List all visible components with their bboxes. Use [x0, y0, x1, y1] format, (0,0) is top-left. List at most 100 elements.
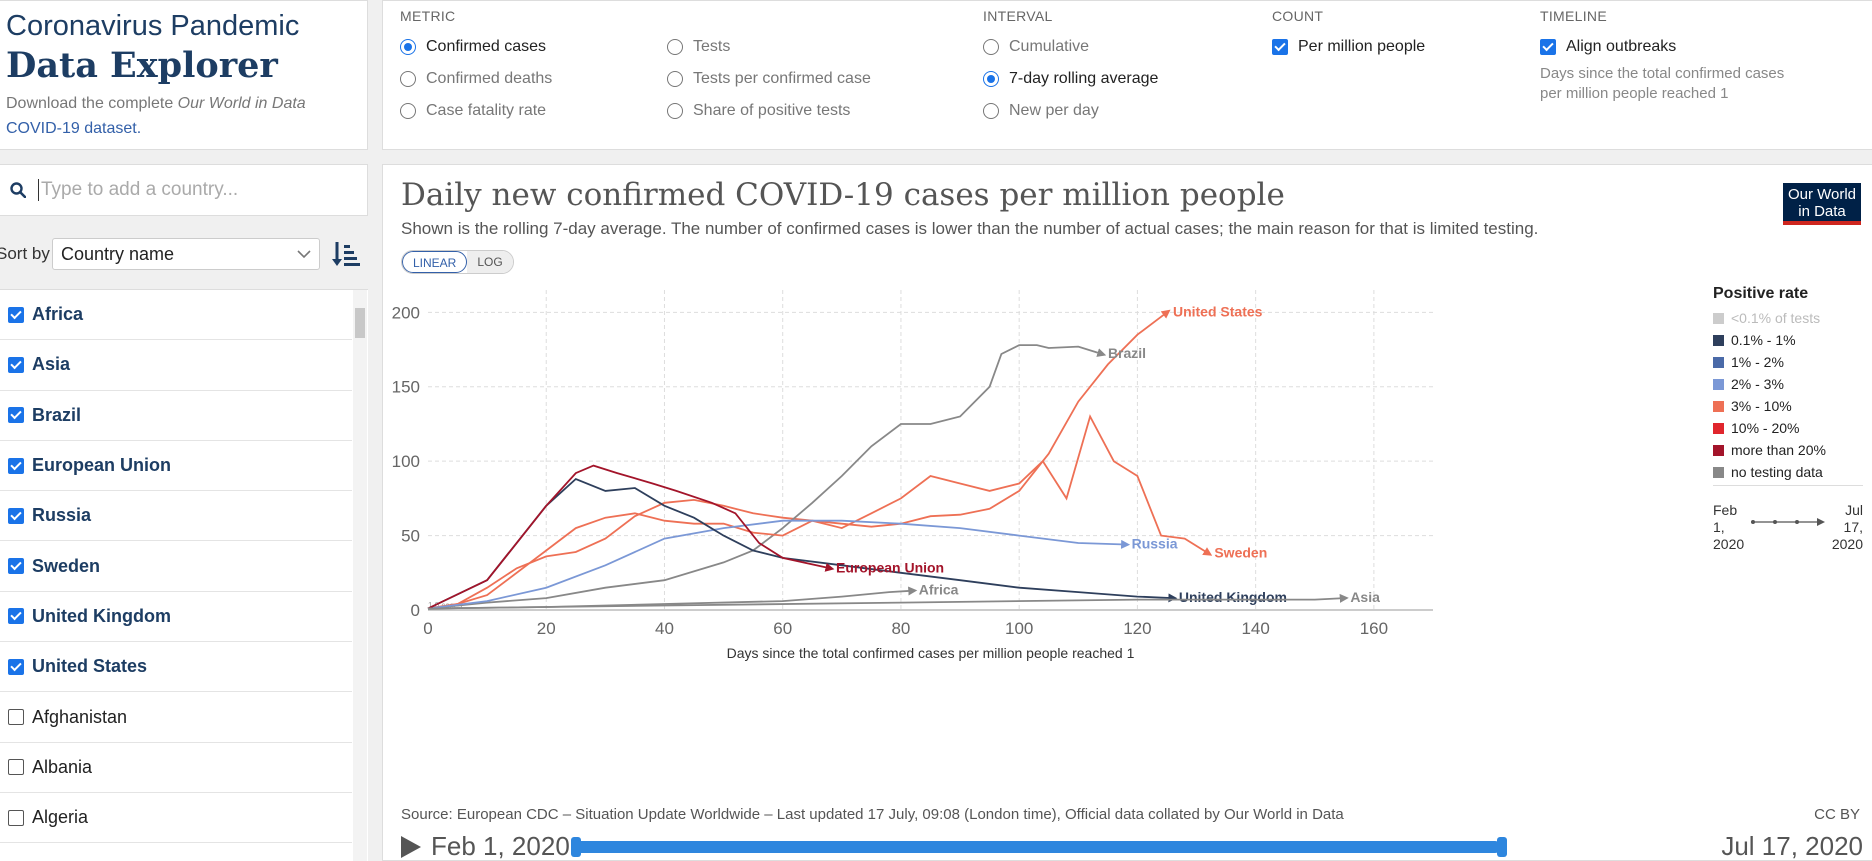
country-item[interactable]: Russia — [0, 491, 352, 542]
country-item[interactable]: Africa — [0, 290, 352, 341]
metric-option-tests-per-case[interactable]: Tests per confirmed case — [667, 70, 871, 88]
legend-item[interactable]: 0.1% - 1% — [1713, 329, 1863, 351]
search-input[interactable] — [38, 179, 338, 201]
metric-option-confirmed-deaths[interactable]: Confirmed deaths — [400, 70, 552, 88]
series-label: Sweden — [1214, 544, 1267, 560]
country-checkbox[interactable] — [8, 658, 24, 675]
legend-time-end: Jul 17, 2020 — [1823, 502, 1863, 553]
series-label: United Kingdom — [1179, 589, 1287, 605]
scale-log-button[interactable]: LOG — [467, 251, 513, 273]
legend-item[interactable]: 10% - 20% — [1713, 417, 1863, 439]
country-checkbox[interactable] — [8, 507, 24, 524]
interval-option-new-per-day[interactable]: New per day — [983, 102, 1099, 120]
logo-line1: Our World — [1787, 186, 1857, 203]
per-million-checkbox[interactable]: Per million people — [1272, 38, 1425, 56]
series-line[interactable] — [427, 593, 1349, 610]
timeline-end-handle[interactable] — [1497, 837, 1507, 857]
country-checkbox[interactable] — [8, 356, 24, 373]
owid-logo[interactable]: Our World in Data — [1783, 183, 1861, 225]
legend-time-range: Feb 1, 2020 Jul 17, 2020 — [1713, 485, 1863, 555]
legend-item[interactable]: more than 20% — [1713, 439, 1863, 461]
country-item[interactable]: Afghanistan — [0, 692, 352, 743]
radio-icon — [667, 103, 683, 119]
country-checkbox[interactable] — [8, 709, 24, 726]
legend-time-start: Feb 1, 2020 — [1713, 502, 1753, 553]
legend-time-start-day: 1, — [1713, 519, 1725, 535]
country-item[interactable]: United States — [0, 642, 352, 693]
country-checkbox[interactable] — [8, 608, 24, 625]
metric-option-confirmed-cases[interactable]: Confirmed cases — [400, 38, 546, 56]
download-note: Download the complete Our World in Data … — [6, 91, 361, 141]
country-list-scrollbar[interactable] — [353, 290, 367, 861]
country-item[interactable]: Sweden — [0, 541, 352, 592]
radio-icon — [667, 71, 683, 87]
legend-item[interactable]: 1% - 2% — [1713, 351, 1863, 373]
metric-option-tests[interactable]: Tests — [667, 38, 730, 56]
legend-item[interactable]: 3% - 10% — [1713, 395, 1863, 417]
legend-time-end-month: Jul — [1845, 502, 1863, 518]
scale-linear-button[interactable]: LINEAR — [402, 251, 468, 273]
country-label: Afghanistan — [32, 706, 128, 727]
country-label: Russia — [32, 505, 92, 526]
legend-swatch — [1713, 378, 1724, 390]
license-link[interactable]: CC BY — [1814, 806, 1860, 823]
legend-label: 0.1% - 1% — [1731, 332, 1796, 348]
scrollbar-thumb[interactable] — [355, 308, 365, 338]
metric-option-case-fatality-rate[interactable]: Case fatality rate — [400, 102, 546, 120]
country-item[interactable]: United Kingdom — [0, 592, 352, 643]
timeline-heading: TIMELINE — [1540, 8, 1607, 24]
series-line[interactable] — [427, 414, 1213, 610]
dataset-link[interactable]: COVID-19 dataset. — [6, 120, 142, 137]
country-item[interactable]: European Union — [0, 441, 352, 492]
country-item[interactable]: Asia — [0, 340, 352, 391]
sort-selected-value: Country name — [61, 243, 175, 264]
radio-icon — [983, 39, 999, 55]
series-line[interactable] — [427, 464, 835, 610]
legend-time-arrow — [1751, 518, 1825, 526]
align-outbreaks-checkbox[interactable]: Align outbreaks — [1540, 38, 1676, 56]
country-checkbox[interactable] — [8, 306, 24, 323]
x-tick-label: 80 — [891, 619, 910, 638]
play-icon[interactable] — [401, 836, 421, 858]
option-label: Per million people — [1298, 38, 1426, 55]
sort-select[interactable]: Country name — [52, 238, 320, 270]
radio-icon — [400, 103, 416, 119]
series-label: Asia — [1350, 589, 1380, 605]
metric-option-share-positive[interactable]: Share of positive tests — [667, 102, 850, 120]
y-tick-label: 50 — [401, 527, 420, 546]
timeline-start-handle[interactable] — [571, 837, 581, 857]
country-item[interactable]: Albania — [0, 743, 352, 793]
option-label: New per day — [1009, 102, 1099, 119]
option-label: Align outbreaks — [1566, 38, 1677, 55]
x-axis-label: Days since the total confirmed cases per… — [727, 645, 1135, 661]
country-item[interactable]: Brazil — [0, 391, 352, 441]
series-label: European Union — [836, 559, 944, 575]
series-line[interactable] — [427, 519, 1131, 610]
legend-item[interactable]: no testing data — [1713, 461, 1863, 483]
series-line[interactable] — [427, 477, 1178, 610]
country-item[interactable]: Algeria — [0, 793, 352, 844]
country-checkbox[interactable] — [8, 809, 24, 826]
x-tick-label: 100 — [1005, 619, 1033, 638]
country-checkbox[interactable] — [8, 407, 24, 424]
legend-time-end-day: 17, — [1843, 519, 1863, 535]
country-checkbox[interactable] — [8, 457, 24, 474]
title-panel: Coronavirus Pandemic Data Explorer Downl… — [0, 0, 368, 150]
sort-order-icon[interactable] — [332, 241, 360, 267]
series-line[interactable] — [427, 344, 1107, 610]
legend-item[interactable]: 2% - 3% — [1713, 373, 1863, 395]
series-line[interactable] — [427, 309, 1171, 610]
country-checkbox[interactable] — [8, 558, 24, 575]
interval-option-7-day[interactable]: 7-day rolling average — [983, 70, 1158, 88]
country-checkbox[interactable] — [8, 759, 24, 776]
legend-item[interactable]: <0.1% of tests — [1713, 307, 1863, 329]
option-label: Confirmed deaths — [426, 70, 553, 87]
interval-option-cumulative[interactable]: Cumulative — [983, 38, 1089, 56]
legend-time-end-year: 2020 — [1831, 536, 1863, 552]
checkbox-icon — [1540, 39, 1556, 55]
legend-swatch — [1713, 400, 1724, 412]
timeline-track[interactable] — [575, 841, 1501, 853]
option-label: 7-day rolling average — [1009, 70, 1159, 87]
radio-icon — [983, 71, 999, 87]
timeline-slider: Feb 1, 2020 Jul 17, 2020 — [401, 829, 1863, 861]
